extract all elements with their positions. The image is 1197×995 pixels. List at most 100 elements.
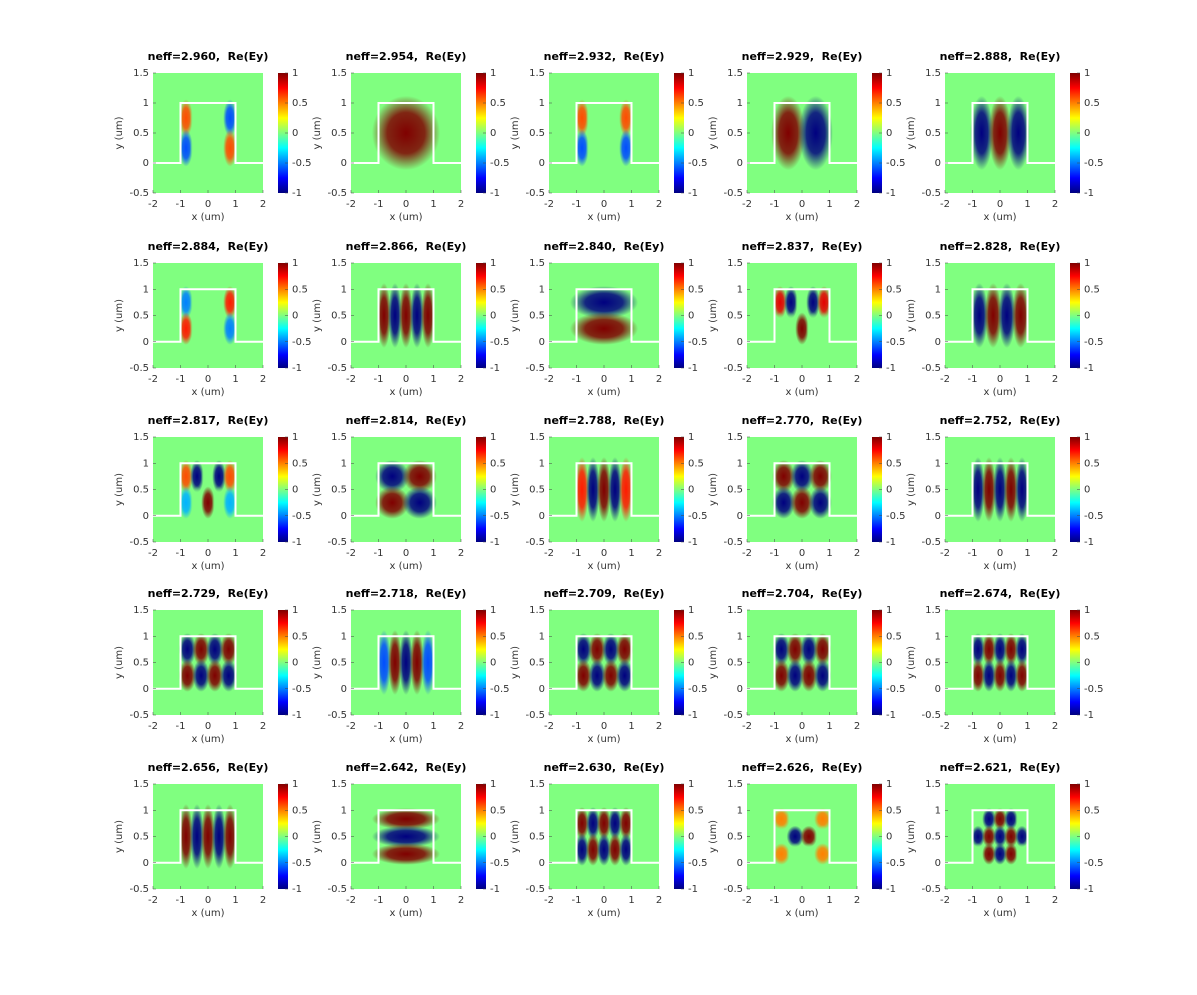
y-tick-label: 0 xyxy=(143,337,149,348)
x-tick-label: 1 xyxy=(232,199,238,210)
field-lobe xyxy=(1006,95,1030,171)
y-tick-label: 0.5 xyxy=(529,128,545,139)
waveguide-outline xyxy=(945,102,1055,164)
colorbar-tick-label: -1 xyxy=(886,537,896,548)
y-tick-label: 0.5 xyxy=(133,128,149,139)
colorbar-tick-label: -0.5 xyxy=(292,511,312,522)
y-axis-label: y (um) xyxy=(114,473,125,506)
field-lobe xyxy=(575,99,589,137)
field-lobe xyxy=(800,825,818,848)
field-lobe xyxy=(190,99,204,137)
field-lobe xyxy=(201,486,215,519)
y-tick-label: 0 xyxy=(737,337,743,348)
y-tick-label: 1 xyxy=(143,458,149,469)
field xyxy=(945,456,1055,523)
x-tick-label: 2 xyxy=(854,721,860,732)
x-tick-label: -1 xyxy=(572,895,582,906)
y-tick-label: 0.5 xyxy=(133,485,149,496)
x-tick-label: -2 xyxy=(544,199,554,210)
field-lobe xyxy=(421,282,435,349)
y-tick-label: -0.5 xyxy=(327,884,347,895)
x-tick-label: -1 xyxy=(770,721,780,732)
colorbar-tick-label: 1 xyxy=(886,432,892,443)
field-lobe xyxy=(784,286,798,319)
x-axis-label: x (um) xyxy=(984,734,1017,745)
field-lobe xyxy=(984,282,1002,349)
y-tick-label: 1.5 xyxy=(133,779,149,790)
x-tick-label: 0 xyxy=(403,548,409,559)
field xyxy=(549,633,659,692)
field-lobe xyxy=(993,456,1007,523)
x-tick-label: 0 xyxy=(205,199,211,210)
field-lobe xyxy=(597,129,611,167)
field xyxy=(549,456,659,523)
colorbar-tick-label: -0.5 xyxy=(688,858,708,869)
x-tick-label: 1 xyxy=(1024,721,1030,732)
x-tick-label: 2 xyxy=(1052,895,1058,906)
y-tick-label: -0.5 xyxy=(327,710,347,721)
y-axis-label: y (um) xyxy=(510,473,521,506)
field-lobe xyxy=(608,129,622,167)
y-tick-label: 1.5 xyxy=(925,605,941,616)
colorbar-tick-label: 0.5 xyxy=(688,631,704,642)
y-tick-label: -0.5 xyxy=(129,363,149,374)
field-lobe xyxy=(569,312,639,345)
field-lobe xyxy=(588,633,606,666)
y-tick-label: -0.5 xyxy=(525,363,545,374)
colorbar-tick-label: 0 xyxy=(292,658,298,669)
colorbar-tick-label: -0.5 xyxy=(688,158,708,169)
y-tick-label: -0.5 xyxy=(921,884,941,895)
y-tick-label: 0 xyxy=(539,511,545,522)
colorbar-tick-label: 0.5 xyxy=(1084,631,1100,642)
field-lobe xyxy=(1004,633,1018,666)
field-lobe xyxy=(212,803,226,870)
x-tick-label: -1 xyxy=(572,199,582,210)
y-tick-label: 0 xyxy=(539,158,545,169)
field-lobe xyxy=(575,129,589,167)
colorbar xyxy=(674,73,684,193)
y-tick-label: 1 xyxy=(935,98,941,109)
colorbar-tick-label: -0.5 xyxy=(490,684,510,695)
field-lobe xyxy=(998,282,1016,349)
field-lobe xyxy=(993,808,1007,830)
y-tick-label: 1 xyxy=(341,631,347,642)
x-tick-label: 0 xyxy=(403,199,409,210)
x-tick-label: -1 xyxy=(968,721,978,732)
y-tick-label: 1.5 xyxy=(925,432,941,443)
field-lobe xyxy=(988,95,1012,171)
field-lobe xyxy=(575,807,589,840)
colorbar-tick-label: 0.5 xyxy=(292,458,308,469)
y-tick-label: 1 xyxy=(737,631,743,642)
field-lobe xyxy=(597,456,611,523)
field-lobe xyxy=(619,99,633,137)
waveguide-outline xyxy=(153,102,263,164)
field-lobe xyxy=(1004,456,1018,523)
field-lobe xyxy=(619,833,633,866)
y-tick-label: 0 xyxy=(341,158,347,169)
plot-area xyxy=(153,610,263,715)
field-lobe xyxy=(602,633,620,666)
y-tick-label: -0.5 xyxy=(129,884,149,895)
field-lobe xyxy=(608,99,622,137)
colorbar-tick-label: 1 xyxy=(886,605,892,616)
field-lobe xyxy=(190,312,204,345)
field-lobe xyxy=(410,282,424,349)
y-tick-label: 0.5 xyxy=(727,485,743,496)
x-tick-label: -2 xyxy=(148,721,158,732)
x-tick-label: -1 xyxy=(176,548,186,559)
y-tick-label: 1 xyxy=(341,805,347,816)
field-lobe xyxy=(206,659,224,692)
colorbar-tick-label: 0 xyxy=(886,832,892,843)
colorbar-tick-label: 1 xyxy=(886,68,892,79)
x-axis-label: x (um) xyxy=(786,908,819,919)
subplot: -2 -1 0 1 2 -0.5 0 0.5 1 1.5 x (um) y (um) neff=2.70… xyxy=(708,587,906,745)
field-lobe xyxy=(1015,825,1029,848)
field-lobe xyxy=(375,460,410,493)
colorbar-tick-label: -1 xyxy=(886,363,896,374)
colorbar xyxy=(1070,784,1080,889)
x-tick-label: -1 xyxy=(374,895,384,906)
field-lobe xyxy=(619,807,633,840)
subplot-title: neff=2.709, Re(Ey) xyxy=(544,587,665,600)
x-axis-label: x (um) xyxy=(588,212,621,223)
field-lobe xyxy=(586,456,600,523)
